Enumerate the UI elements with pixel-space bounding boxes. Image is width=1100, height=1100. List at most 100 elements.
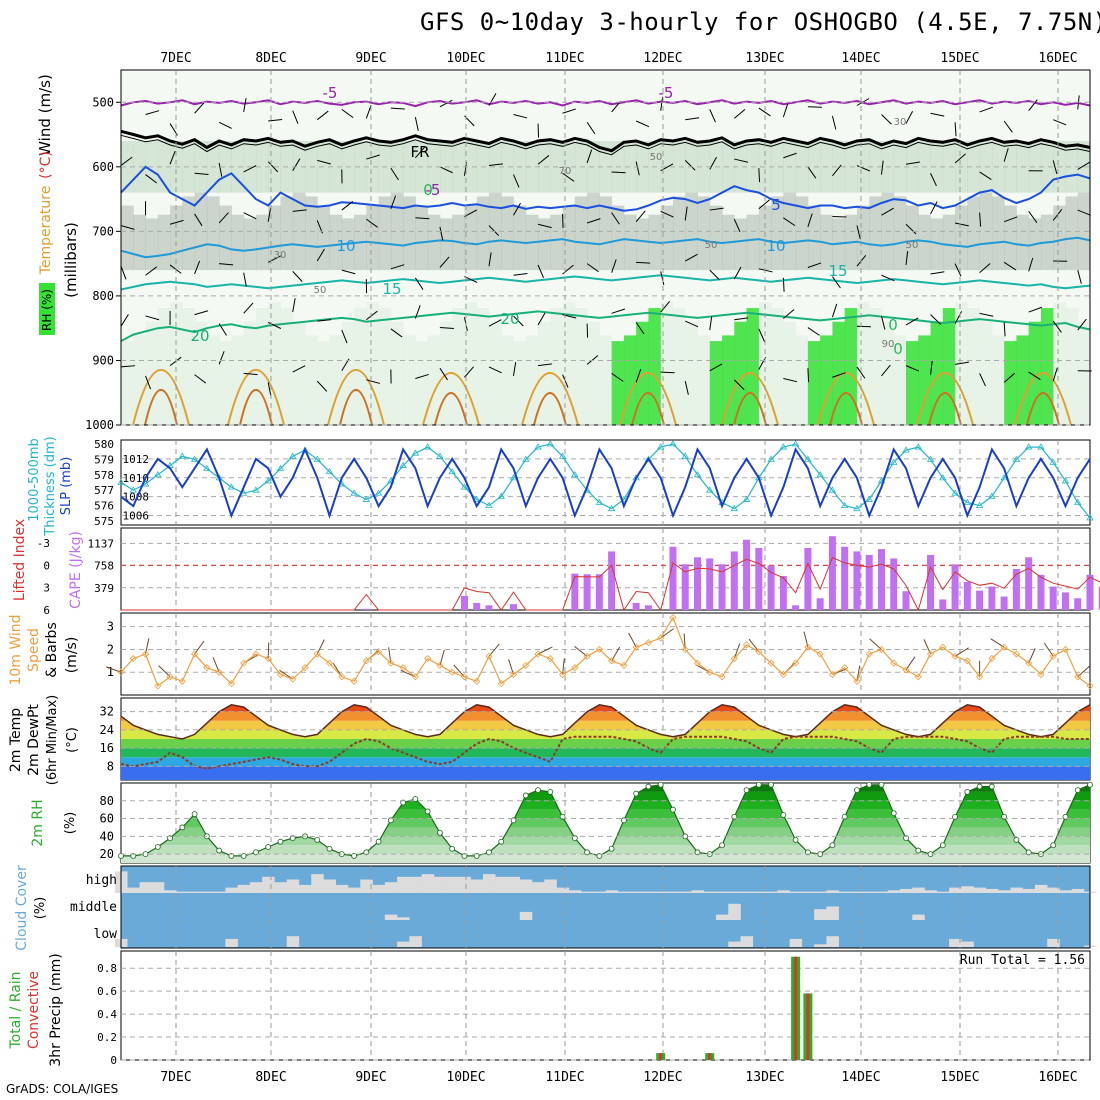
wind-barb-2-5: [145, 375, 152, 390]
cape-tick-2: 1137: [88, 537, 115, 550]
cloud-high-62: [875, 891, 888, 893]
thickness-point-26: [436, 452, 444, 459]
rh-band-low-49: [722, 335, 735, 425]
contour-label-18: 50: [705, 240, 718, 251]
cloud-high-54: [777, 890, 790, 893]
wind-barb-14-4: [292, 298, 296, 313]
thickness-tick-3: 578: [94, 469, 114, 482]
thickness-point-0: [117, 478, 125, 485]
wind-barb-74-3: [1028, 257, 1034, 272]
rh-band-mid-47: [697, 196, 711, 271]
wind-point-79: [1086, 682, 1094, 690]
chart-title: GFS 0~10day 3-hourly for OSHOGBO (4.5E, …: [420, 8, 1100, 36]
rh-point-55: [792, 836, 799, 843]
rh-band-mid-25: [427, 214, 441, 271]
rh-point-58: [829, 842, 836, 849]
rh-band-mid-67: [942, 214, 956, 271]
rh-point-50: [731, 813, 738, 820]
wind-barb-32-3: [513, 273, 528, 276]
rh-band-low-71: [991, 335, 1005, 425]
wind-barb-40-5: [611, 372, 624, 382]
cloud-high-5: [176, 891, 189, 893]
cloud-frame: [120, 865, 1091, 949]
wind-barb-10m-52: [748, 638, 760, 653]
cape-bar-48: [706, 558, 714, 610]
li-tick-1: 0: [43, 559, 50, 572]
wind-point-72: [1000, 643, 1008, 651]
rh-point-39: [596, 852, 603, 859]
wind-barb-36-0: [562, 108, 577, 114]
wind-barb-70-0: [979, 106, 993, 113]
temp-band-5: [121, 720, 1090, 730]
cloud-high-13: [274, 882, 287, 893]
contour-label-21: 90: [882, 339, 895, 350]
rh-band-low-50: [734, 321, 748, 425]
rh-band-mid-36: [562, 205, 576, 271]
rh-band-low-23: [403, 335, 416, 425]
wind-barb-70-4: [979, 312, 994, 317]
rh-band-low-40: [611, 341, 625, 425]
wind-barb-58-0: [831, 115, 837, 130]
bl-contour-inner-4: [533, 392, 567, 426]
rh-band-low-30: [488, 321, 502, 425]
cloud-middle-57: [814, 909, 827, 920]
wind-barb-70-1: [979, 171, 992, 181]
wind-point-78: [1074, 673, 1082, 681]
rh-band-low-63: [893, 335, 907, 425]
label-thickness: Thickness (dm): [43, 436, 58, 536]
cloud-high-33: [519, 879, 533, 893]
rh-band-low-24: [415, 341, 429, 425]
wind-barb-18-4: [341, 329, 348, 344]
thickness-point-61: [865, 495, 873, 502]
rh-band-low-42: [636, 321, 649, 425]
wind-barb-70-5: [979, 373, 986, 387]
rh-band-mid-5: [182, 196, 196, 271]
dewpoint-line: [120, 735, 1090, 770]
wind-barb-72-4: [1003, 322, 1006, 337]
wind-barb-20-4: [366, 310, 378, 321]
wind-point-4: [166, 673, 174, 681]
cape-bar-42: [632, 602, 640, 610]
rh-band-low-14: [292, 321, 306, 425]
rh-point-9: [228, 852, 235, 859]
cape-bar-52: [755, 547, 763, 610]
wind-barb-26-2: [439, 226, 444, 241]
bl-contour-6: [721, 372, 779, 426]
wind-barb-78-3: [1077, 269, 1082, 284]
rh-band-upper-50: [734, 141, 748, 193]
thickness-line: [120, 443, 1091, 519]
wind-barb-44-0: [660, 96, 664, 111]
cloud-high-26: [433, 876, 447, 893]
wind-barb-10-0: [243, 98, 247, 113]
rh-band-upper-0: [121, 141, 134, 193]
wind-barb-6-1: [194, 172, 209, 175]
cloud-high-39: [593, 891, 606, 893]
rh-band-mid-52: [758, 205, 772, 271]
upper-air-ytick-label-0: 500: [92, 95, 114, 109]
rh-band-6: [121, 800, 1090, 810]
rh-band-upper-31: [501, 141, 515, 193]
cloud-high-6: [188, 891, 202, 893]
thickness-point-73: [1012, 455, 1021, 462]
rh-point-1: [130, 852, 137, 859]
rh-band-mid-40: [611, 205, 625, 271]
wind-barb-40-1: [611, 171, 626, 174]
cloud-high-64: [900, 888, 913, 893]
cape-bar-57: [816, 598, 824, 610]
wind-barb-28-3: [464, 276, 478, 283]
wind-barb-24-2: [415, 217, 430, 220]
cloud-high-46: [679, 891, 692, 893]
wind-barb-10-5: [243, 372, 258, 376]
cloud-high-41: [617, 891, 631, 893]
cloud-high-32: [507, 876, 521, 893]
temp-band-2: [121, 748, 1090, 758]
wind-barb-46-1: [684, 160, 696, 171]
cloud-middle-33: [519, 911, 533, 920]
cape-bar-79: [1086, 574, 1094, 610]
label-speed: Speed: [26, 628, 42, 672]
cape-bar-29: [473, 602, 481, 610]
wind-barb-10m-78: [1077, 665, 1090, 678]
rh-band-mid-73: [1016, 214, 1030, 271]
wind-barb-34-3: [537, 264, 544, 279]
